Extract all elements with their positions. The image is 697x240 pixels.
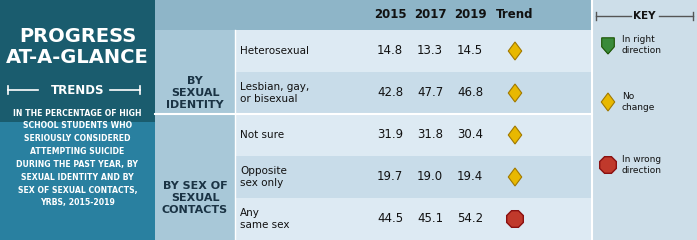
- FancyBboxPatch shape: [0, 122, 155, 240]
- Polygon shape: [599, 157, 616, 173]
- Text: 45.1: 45.1: [417, 212, 443, 226]
- Text: BY SEX OF
SEXUAL
CONTACTS: BY SEX OF SEXUAL CONTACTS: [162, 181, 228, 215]
- Text: 14.8: 14.8: [377, 44, 403, 58]
- Text: 47.7: 47.7: [417, 86, 443, 100]
- Polygon shape: [602, 38, 614, 54]
- FancyBboxPatch shape: [592, 0, 697, 240]
- Text: 19.4: 19.4: [457, 170, 483, 184]
- Text: Lesbian, gay,
or bisexual: Lesbian, gay, or bisexual: [240, 82, 309, 104]
- Polygon shape: [508, 126, 522, 144]
- Polygon shape: [508, 84, 522, 102]
- Text: In right
direction: In right direction: [622, 35, 662, 55]
- Text: 13.3: 13.3: [417, 44, 443, 58]
- Text: In wrong
direction: In wrong direction: [622, 155, 662, 175]
- Text: 42.8: 42.8: [377, 86, 403, 100]
- FancyBboxPatch shape: [155, 30, 235, 156]
- Text: PROGRESS
AT-A-GLANCE: PROGRESS AT-A-GLANCE: [6, 27, 149, 67]
- Polygon shape: [602, 93, 615, 111]
- Text: 30.4: 30.4: [457, 128, 483, 142]
- Text: 54.2: 54.2: [457, 212, 483, 226]
- Text: IN THE PERCENTAGE OF HIGH
SCHOOL STUDENTS WHO
SERIOUSLY CONSIDERED
ATTEMPTING SU: IN THE PERCENTAGE OF HIGH SCHOOL STUDENT…: [13, 108, 141, 207]
- FancyBboxPatch shape: [0, 0, 155, 122]
- Text: Any
same sex: Any same sex: [240, 208, 289, 230]
- FancyBboxPatch shape: [155, 30, 592, 72]
- Text: 2019: 2019: [454, 8, 487, 22]
- Text: 31.8: 31.8: [417, 128, 443, 142]
- Text: BY
SEXUAL
IDENTITY: BY SEXUAL IDENTITY: [166, 76, 224, 110]
- Text: 46.8: 46.8: [457, 86, 483, 100]
- Polygon shape: [507, 211, 523, 227]
- FancyBboxPatch shape: [155, 156, 592, 198]
- Text: 2015: 2015: [374, 8, 406, 22]
- Polygon shape: [508, 168, 522, 186]
- Text: 19.7: 19.7: [377, 170, 403, 184]
- FancyBboxPatch shape: [155, 0, 592, 30]
- Text: Not sure: Not sure: [240, 130, 284, 140]
- Text: Heterosexual: Heterosexual: [240, 46, 309, 56]
- FancyBboxPatch shape: [155, 156, 235, 240]
- FancyBboxPatch shape: [155, 72, 592, 114]
- Text: KEY: KEY: [634, 11, 656, 21]
- Text: No
change: No change: [622, 92, 655, 112]
- Text: Opposite
sex only: Opposite sex only: [240, 166, 287, 188]
- Text: 31.9: 31.9: [377, 128, 403, 142]
- Text: TRENDS: TRENDS: [51, 84, 105, 96]
- Text: 2017: 2017: [414, 8, 446, 22]
- Text: 14.5: 14.5: [457, 44, 483, 58]
- Text: Trend: Trend: [496, 8, 534, 22]
- Text: 44.5: 44.5: [377, 212, 403, 226]
- FancyBboxPatch shape: [155, 114, 592, 156]
- Polygon shape: [508, 42, 522, 60]
- FancyBboxPatch shape: [155, 0, 697, 240]
- Text: 19.0: 19.0: [417, 170, 443, 184]
- FancyBboxPatch shape: [155, 198, 592, 240]
